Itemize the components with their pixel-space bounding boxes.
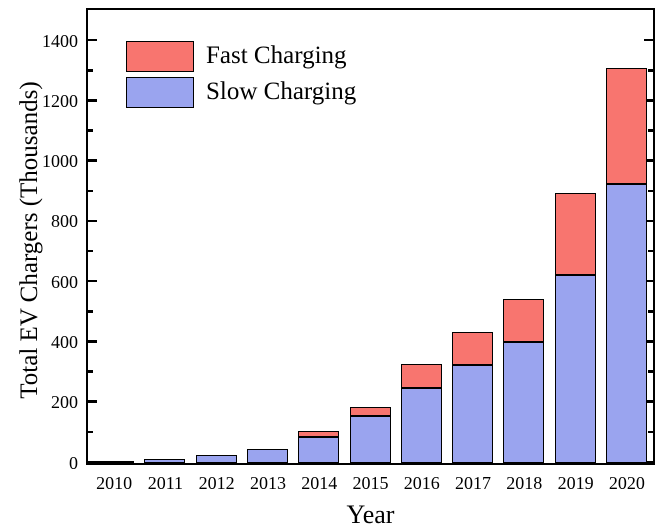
legend: Fast Charging Slow Charging (126, 40, 356, 112)
right-y-tick (648, 189, 653, 193)
bar-2019-fast-segment (554, 193, 596, 275)
x-tick-label-2018: 2018 (506, 473, 543, 493)
bar-2015-fast-segment (349, 407, 391, 417)
x-tick-label-2014: 2014 (301, 473, 338, 493)
right-y-tick (644, 99, 653, 102)
bar-2019-slow-segment (554, 274, 596, 463)
bar-2011-slow-segment (144, 459, 186, 463)
left-y-tick (88, 310, 93, 313)
left-y-tick (88, 219, 97, 223)
right-y-tick (644, 159, 653, 162)
bar-2015-slow-segment (349, 416, 391, 463)
left-y-tick (88, 400, 97, 403)
y-tick-label-800: 800 (51, 211, 78, 232)
right-y-tick (648, 430, 653, 434)
y-tick-label-1400: 1400 (42, 30, 78, 51)
bar-2010-slow-segment (93, 460, 135, 463)
left-y-tick (88, 249, 93, 253)
bar-2018-fast-segment (503, 298, 545, 343)
legend-label-fast-charging: Fast Charging (206, 42, 347, 69)
x-tick-label-2020: 2020 (608, 473, 645, 493)
legend-item-slow-charging: Slow Charging (126, 76, 356, 108)
plot-area (86, 8, 655, 465)
right-y-tick (648, 370, 653, 373)
left-y-tick (88, 340, 97, 343)
bar-2017-slow-segment (452, 365, 494, 463)
left-y-tick (88, 430, 93, 434)
y-tick-label-0: 0 (69, 452, 78, 473)
right-y-tick (644, 400, 653, 403)
x-tick-label-2019: 2019 (557, 473, 594, 493)
left-y-tick (88, 38, 97, 42)
bar-2014-slow-segment (298, 437, 340, 463)
x-tick-label-2011: 2011 (147, 473, 184, 493)
bar-2016-fast-segment (400, 363, 442, 388)
right-y-tick (644, 219, 653, 223)
bar-2013-slow-segment (246, 449, 288, 463)
x-tick-label-2012: 2012 (198, 473, 235, 493)
x-tick-label-2010: 2010 (96, 473, 133, 493)
right-y-tick (644, 38, 653, 42)
x-axis-title: Year (346, 500, 395, 529)
bar-2014-fast-segment (298, 431, 340, 438)
slow-charging-swatch (126, 76, 194, 108)
right-y-tick (644, 279, 653, 283)
bar-2020-fast-segment (605, 68, 647, 185)
y-tick-label-400: 400 (51, 331, 78, 352)
y-tick-label-200: 200 (51, 392, 78, 413)
left-y-tick (88, 99, 97, 102)
left-y-tick (88, 279, 97, 283)
y-tick-label-1000: 1000 (42, 151, 78, 172)
bar-2012-slow-segment (195, 455, 237, 463)
bar-2018-slow-segment (503, 342, 545, 463)
bar-2017-fast-segment (452, 331, 494, 366)
fast-charging-swatch (126, 40, 194, 72)
legend-item-fast-charging: Fast Charging (126, 40, 356, 72)
bar-2016-slow-segment (400, 387, 442, 463)
right-y-tick (648, 310, 653, 313)
left-y-tick (88, 189, 93, 193)
x-tick-label-2015: 2015 (352, 473, 389, 493)
x-tick-label-2016: 2016 (403, 473, 440, 493)
left-y-tick (88, 370, 93, 373)
right-y-tick (648, 129, 653, 132)
right-y-tick (644, 340, 653, 343)
right-y-tick (644, 460, 653, 464)
x-tick-label-2017: 2017 (455, 473, 492, 493)
x-tick-label-2013: 2013 (249, 473, 286, 493)
left-y-tick (88, 69, 93, 72)
bar-2020-slow-segment (605, 184, 647, 463)
left-y-tick (88, 129, 93, 132)
left-y-tick (88, 159, 97, 162)
left-y-tick (88, 460, 97, 464)
right-y-tick (648, 249, 653, 253)
y-tick-label-600: 600 (51, 271, 78, 292)
y-tick-label-1200: 1200 (42, 90, 78, 111)
legend-label-slow-charging: Slow Charging (206, 78, 357, 105)
right-y-tick (648, 69, 653, 72)
